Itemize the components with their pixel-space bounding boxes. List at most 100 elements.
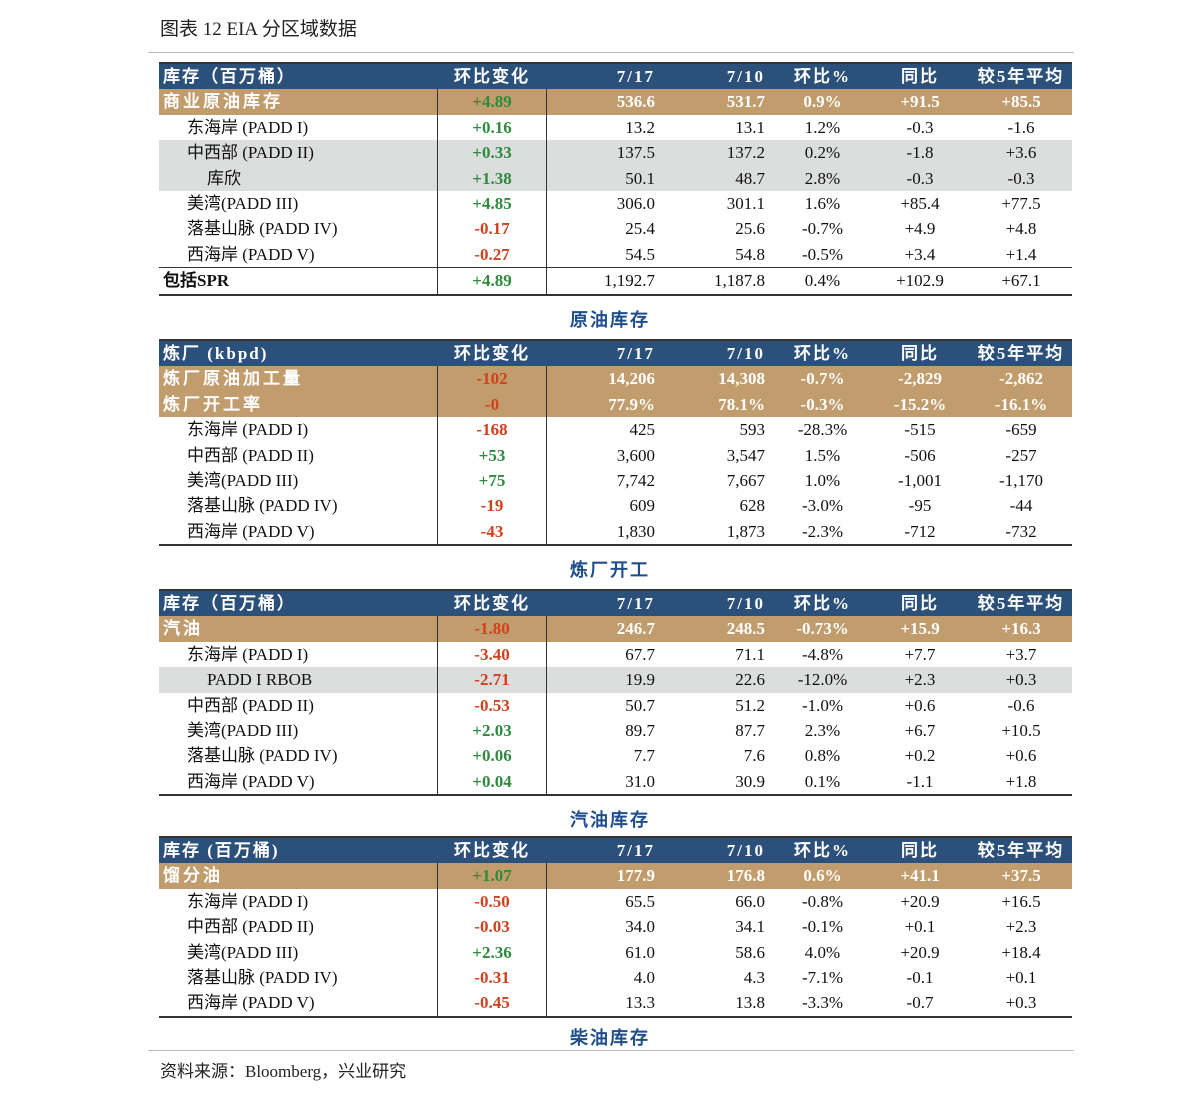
cell-yoy: -0.3 <box>906 168 934 188</box>
cell-change: -2.71 <box>437 667 547 693</box>
table-row: 中西部 (PADD II) -0.03 34.0 34.1 -0.1% +0.1 +2.3 <box>159 914 1072 940</box>
cell-value-7-10: 34.1 <box>735 917 765 937</box>
cell-value-7-17: 65.5 <box>625 891 655 911</box>
cell-value-7-10: 1,187.8 <box>714 271 765 291</box>
cell-change: -1.80 <box>437 616 547 642</box>
cell-value-7-17: 609 <box>629 496 656 516</box>
table-row: 东海岸 (PADD I) -168 425 593 -28.3% -515 -659 <box>159 417 1072 443</box>
cell-value-7-10: 87.7 <box>735 720 765 740</box>
data-table: 库存（百万桶） 环比变化 7/17 7/10 环比% 同比 较5年平均 汽油 -1.80 246.… <box>159 589 1072 797</box>
cell-value-7-10: 176.8 <box>726 866 765 886</box>
header-value-7-10: 7/10 <box>726 841 765 860</box>
cell-change: -0.31 <box>437 964 547 991</box>
cell-value-7-17: 246.7 <box>616 619 655 639</box>
table-row: 美湾(PADD III) +2.36 61.0 58.6 4.0% +20.9 +18.4 <box>159 939 1072 965</box>
cell-vs-5yr-avg: -44 <box>1009 496 1033 516</box>
header-value-7-10: 7/10 <box>726 67 765 86</box>
table-row: 炼厂开工率 -0 77.9% 78.1% -0.3% -15.2% -16.1% <box>159 391 1072 418</box>
header-yoy: 同比 <box>901 594 939 613</box>
cell-vs-5yr-avg: -16.1% <box>994 394 1048 414</box>
cell-vs-5yr-avg: +0.3 <box>1005 993 1037 1013</box>
header-pct-change: 环比% <box>794 67 851 86</box>
cell-value-7-10: 30.9 <box>735 771 765 791</box>
cell-pct-change: -12.0% <box>797 670 848 690</box>
data-table: 库存（百万桶） 环比变化 7/17 7/10 环比% 同比 较5年平均 商业原油库存 +4.89… <box>159 62 1072 296</box>
cell-yoy: -1,001 <box>898 470 942 490</box>
header-value-7-17: 7/17 <box>616 67 655 86</box>
cell-yoy: -1.8 <box>906 143 934 163</box>
cell-yoy: -0.7 <box>906 993 934 1013</box>
cell-vs-5yr-avg: -659 <box>1005 420 1037 440</box>
cell-vs-5yr-avg: +0.6 <box>1005 746 1037 766</box>
cell-change: +4.89 <box>437 89 547 115</box>
cell-value-7-17: 77.9% <box>608 394 655 414</box>
cell-value-7-10: 51.2 <box>735 695 765 715</box>
table-row: 落基山脉 (PADD IV) -0.17 25.4 25.6 -0.7% +4.9 +4.8 <box>159 216 1072 242</box>
cell-change: -3.40 <box>437 641 547 668</box>
cell-change: -168 <box>437 417 547 443</box>
cell-value-7-10: 58.6 <box>735 942 765 962</box>
cell-pct-change: -0.8% <box>801 891 844 911</box>
cell-label: 炼厂原油加工量 <box>163 369 303 389</box>
table-caption: 汽油库存 <box>570 810 650 830</box>
table-row: 落基山脉 (PADD IV) -19 609 628 -3.0% -95 -44 <box>159 493 1072 519</box>
cell-label: 落基山脉 (PADD IV) <box>187 496 338 516</box>
cell-yoy: +15.9 <box>900 619 940 639</box>
header-vs-5yr-avg: 较5年平均 <box>977 594 1065 613</box>
cell-label: 西海岸 (PADD V) <box>187 993 315 1013</box>
table-header: 库存（百万桶） 环比变化 7/17 7/10 环比% 同比 较5年平均 <box>159 589 1072 617</box>
header-label: 炼厂 (kbpd) <box>163 344 269 363</box>
header-label: 库存 (百万桶) <box>163 841 280 860</box>
table-header: 库存（百万桶） 环比变化 7/17 7/10 环比% 同比 较5年平均 <box>159 62 1072 90</box>
cell-vs-5yr-avg: -732 <box>1005 521 1037 541</box>
cell-change: +0.06 <box>437 743 547 769</box>
cell-change: -0.03 <box>437 914 547 940</box>
cell-pct-change: -0.7% <box>801 219 844 239</box>
header-pct-change: 环比% <box>794 344 851 363</box>
cell-yoy: -1.1 <box>906 771 934 791</box>
cell-vs-5yr-avg: +3.6 <box>1005 143 1037 163</box>
cell-label: 东海岸 (PADD I) <box>187 644 309 664</box>
header-change: 环比变化 <box>454 841 530 860</box>
header-change: 环比变化 <box>454 594 530 613</box>
data-table: 库存 (百万桶) 环比变化 7/17 7/10 环比% 同比 较5年平均 馏分油 +1.07 17… <box>159 836 1072 1018</box>
cell-label: 落基山脉 (PADD IV) <box>187 967 338 987</box>
header-value-7-10: 7/10 <box>726 594 765 613</box>
cell-value-7-17: 13.2 <box>625 117 655 137</box>
cell-yoy: -506 <box>904 445 936 465</box>
cell-yoy: +91.5 <box>900 92 940 112</box>
cell-value-7-10: 48.7 <box>735 168 765 188</box>
cell-label: 炼厂开工率 <box>163 394 263 414</box>
table-caption: 炼厂开工 <box>570 560 650 580</box>
cell-pct-change: -0.5% <box>801 244 844 264</box>
cell-vs-5yr-avg: -1.6 <box>1007 117 1035 137</box>
cell-label: 商业原油库存 <box>163 92 283 112</box>
cell-value-7-17: 137.5 <box>616 143 655 163</box>
cell-label: 库欣 <box>207 168 241 188</box>
header-label: 库存（百万桶） <box>163 67 296 86</box>
cell-yoy: +4.9 <box>904 219 936 239</box>
table-row: 西海岸 (PADD V) -0.45 13.3 13.8 -3.3% -0.7 +0.3 <box>159 990 1072 1016</box>
cell-change: +0.04 <box>437 768 547 795</box>
cell-value-7-10: 1,873 <box>726 521 765 541</box>
cell-label: PADD I RBOB <box>207 670 313 690</box>
table-row: 中西部 (PADD II) +53 3,600 3,547 1.5% -506 -257 <box>159 442 1072 468</box>
cell-pct-change: -1.0% <box>801 695 844 715</box>
table-row: 中西部 (PADD II) +0.33 137.5 137.2 0.2% -1.8 +3.6 <box>159 140 1072 166</box>
cell-change: -43 <box>437 518 547 545</box>
table-row: 美湾(PADD III) +75 7,742 7,667 1.0% -1,001 -1,17… <box>159 467 1072 494</box>
cell-yoy: +0.2 <box>904 746 936 766</box>
cell-value-7-17: 14,206 <box>608 369 655 389</box>
cell-value-7-17: 50.1 <box>625 168 655 188</box>
header-value-7-17: 7/17 <box>616 344 655 363</box>
table-row: 落基山脉 (PADD IV) -0.31 4.0 4.3 -7.1% -0.1 +0.1 <box>159 964 1072 991</box>
cell-vs-5yr-avg: +18.4 <box>1001 942 1041 962</box>
cell-value-7-17: 13.3 <box>625 993 655 1013</box>
cell-yoy: +20.9 <box>900 891 940 911</box>
cell-change: +2.03 <box>437 717 547 744</box>
table-header: 库存 (百万桶) 环比变化 7/17 7/10 环比% 同比 较5年平均 <box>159 836 1072 864</box>
cell-pct-change: 2.8% <box>804 168 841 188</box>
cell-value-7-17: 425 <box>629 420 656 440</box>
cell-pct-change: 1.2% <box>804 117 841 137</box>
cell-value-7-17: 54.5 <box>625 244 655 264</box>
